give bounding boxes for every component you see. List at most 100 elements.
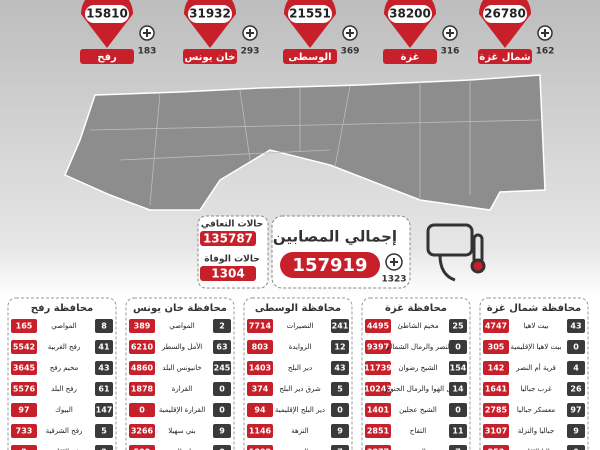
new-box bbox=[213, 340, 231, 354]
value: 733 bbox=[16, 427, 33, 436]
pin-inner bbox=[85, 5, 129, 23]
area-name: رفح الغربية bbox=[48, 343, 81, 351]
new-box bbox=[95, 361, 113, 375]
value: 1146 bbox=[249, 427, 272, 436]
new-value: 5 bbox=[337, 385, 343, 394]
new-value: 0 bbox=[219, 385, 225, 394]
value: 11739 bbox=[364, 364, 392, 373]
value: 6210 bbox=[131, 343, 154, 352]
recovered-label: حالات التعافي bbox=[201, 220, 263, 230]
value-box bbox=[11, 340, 37, 354]
new-box bbox=[213, 361, 231, 375]
total-new: 1323 bbox=[381, 275, 406, 285]
plus-sign bbox=[143, 29, 151, 37]
pin-tag bbox=[183, 49, 237, 64]
area-name: شرق دير البلح bbox=[279, 385, 321, 393]
new-box bbox=[567, 361, 585, 375]
value-box bbox=[247, 319, 273, 333]
new-box bbox=[95, 319, 113, 333]
area-name: الزوايدة bbox=[289, 343, 312, 351]
value: 7714 bbox=[249, 322, 272, 331]
deaths-value: 1304 bbox=[211, 267, 244, 281]
area-name: بيت لاهيا bbox=[523, 322, 548, 330]
recovered-box bbox=[200, 231, 256, 246]
value: 165 bbox=[16, 322, 33, 331]
value-box bbox=[247, 424, 273, 438]
value: 9397 bbox=[367, 343, 389, 352]
new-value: 0 bbox=[573, 448, 579, 450]
value-box bbox=[365, 340, 391, 354]
value-box bbox=[11, 382, 37, 396]
value: 3266 bbox=[131, 427, 154, 436]
new-box bbox=[95, 424, 113, 438]
value: 1641 bbox=[485, 385, 508, 394]
pin-name: خان يونس bbox=[185, 52, 236, 63]
value: 2785 bbox=[485, 406, 508, 415]
area-name: قرية أم النصر bbox=[515, 363, 556, 372]
value-box bbox=[247, 403, 273, 417]
value-box bbox=[483, 382, 509, 396]
area-name: جباليا الإقليمية bbox=[516, 448, 557, 450]
area-name: المواصي bbox=[51, 322, 77, 330]
value: 389 bbox=[134, 322, 151, 331]
total-pill bbox=[280, 252, 380, 278]
new-box bbox=[213, 319, 231, 333]
pin-tag bbox=[80, 49, 134, 64]
area-name: البريج bbox=[292, 448, 309, 450]
new-value: 12 bbox=[334, 343, 345, 352]
pin-total: 21551 bbox=[289, 7, 331, 21]
new-box bbox=[331, 403, 349, 417]
pin-total: 15810 bbox=[86, 7, 128, 21]
value: 4747 bbox=[485, 322, 507, 331]
value-box bbox=[483, 403, 509, 417]
new-value: 61 bbox=[98, 385, 110, 394]
new-value: 147 bbox=[96, 406, 113, 415]
value-box bbox=[11, 361, 37, 375]
new-box bbox=[331, 340, 349, 354]
new-box bbox=[95, 340, 113, 354]
deaths-label: حالات الوفاة bbox=[204, 255, 259, 265]
value: 4860 bbox=[131, 364, 154, 373]
district-title: محافظة غزة bbox=[385, 303, 447, 314]
value-box bbox=[129, 361, 155, 375]
area-name: المواصي bbox=[169, 322, 195, 330]
area-name: رفح الإقليمية bbox=[45, 448, 82, 450]
area-name: الشيخ عجلين bbox=[399, 406, 437, 414]
new-box bbox=[213, 424, 231, 438]
value: 374 bbox=[252, 385, 269, 394]
area-name: جباليا والنزلة bbox=[518, 427, 555, 435]
area-name: بني سهيلا bbox=[168, 427, 196, 435]
area-name: القرارة bbox=[172, 385, 193, 393]
value: 3877 bbox=[367, 448, 389, 450]
value: 142 bbox=[488, 364, 505, 373]
value-box bbox=[247, 361, 273, 375]
new-value: 241 bbox=[332, 322, 349, 331]
value: 1401 bbox=[367, 406, 390, 415]
value-box bbox=[483, 445, 509, 450]
value-box bbox=[483, 361, 509, 375]
area-name: رفح الشرقية bbox=[46, 427, 83, 435]
value-box bbox=[247, 340, 273, 354]
new-box bbox=[95, 382, 113, 396]
value-box bbox=[483, 319, 509, 333]
pin-total: 26780 bbox=[484, 7, 526, 21]
value: 97 bbox=[18, 406, 29, 415]
new-box bbox=[449, 361, 467, 375]
area-name: الدرج bbox=[410, 448, 426, 450]
new-box bbox=[331, 361, 349, 375]
new-value: 0 bbox=[219, 406, 225, 415]
new-box bbox=[567, 340, 585, 354]
value: 305 bbox=[488, 343, 505, 352]
new-value: 4 bbox=[573, 364, 579, 373]
new-box bbox=[449, 424, 467, 438]
new-value: 0 bbox=[455, 343, 461, 352]
pin-inner bbox=[388, 5, 432, 23]
value: 2851 bbox=[367, 427, 390, 436]
value: 253 bbox=[488, 448, 505, 450]
new-box bbox=[567, 382, 585, 396]
value: 1403 bbox=[249, 364, 271, 373]
plus-sign bbox=[446, 29, 454, 37]
new-value: 41 bbox=[98, 343, 110, 352]
new-value: 0 bbox=[455, 406, 461, 415]
value-box bbox=[483, 424, 509, 438]
